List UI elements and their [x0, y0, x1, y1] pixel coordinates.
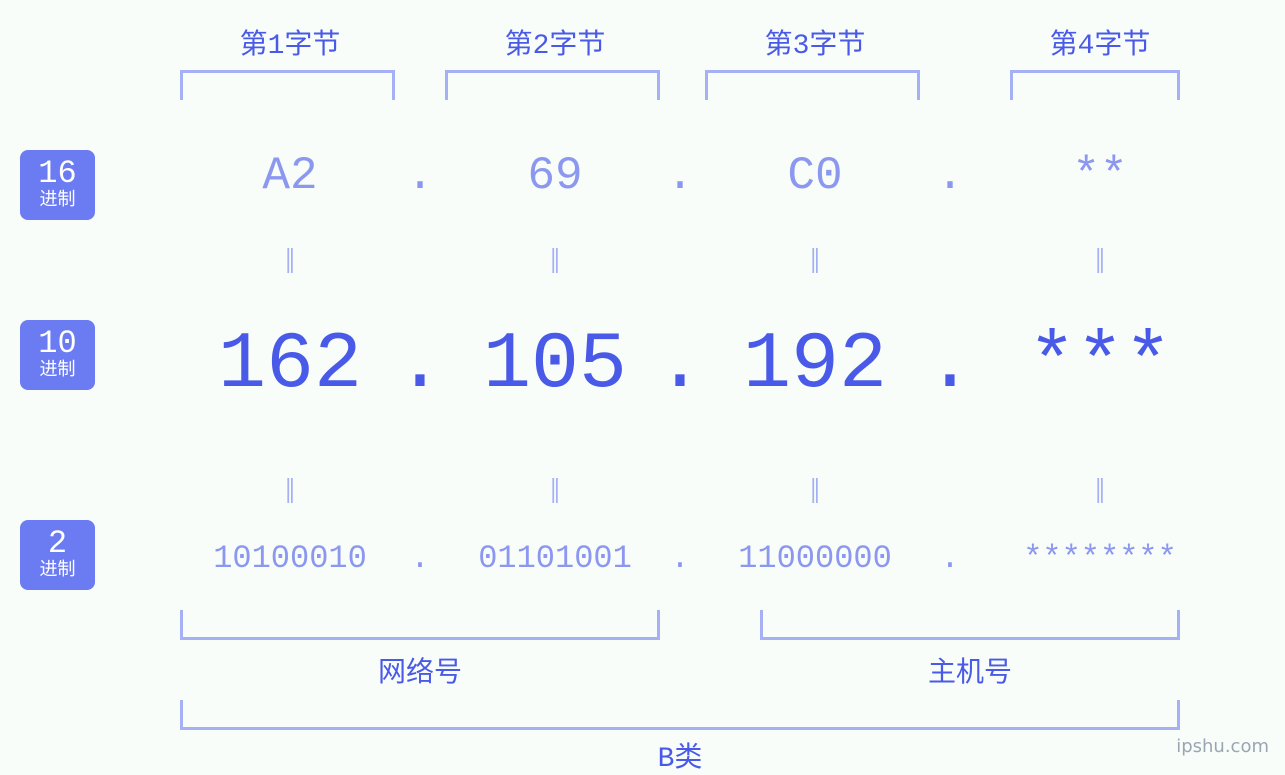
- dec-sep-2: .: [656, 320, 704, 411]
- dec-sep-3: .: [926, 320, 974, 411]
- hex-byte-2: 69: [527, 150, 582, 202]
- radix-badge-16: 16 进制: [20, 150, 95, 220]
- equals-bottom-4: ‖: [1095, 470, 1105, 514]
- byte-bracket-4: [1010, 70, 1180, 100]
- radix-badge-number: 16: [20, 158, 95, 190]
- hex-sep-2: .: [666, 150, 694, 202]
- byte-bracket-3: [705, 70, 920, 100]
- bin-sep-3: .: [940, 540, 959, 577]
- equals-top-4: ‖: [1095, 240, 1105, 284]
- hex-sep-1: .: [406, 150, 434, 202]
- radix-badge-number: 10: [20, 328, 95, 360]
- equals-bottom-3: ‖: [810, 470, 820, 514]
- radix-badge-label: 进制: [20, 562, 95, 580]
- bin-sep-1: .: [410, 540, 429, 577]
- equals-bottom-2: ‖: [550, 470, 560, 514]
- hex-sep-3: .: [936, 150, 964, 202]
- hex-byte-1: A2: [262, 150, 317, 202]
- bin-byte-2: 01101001: [478, 540, 632, 577]
- byte-header-3: 第3字节: [765, 22, 866, 62]
- network-label: 网络号: [378, 650, 462, 690]
- hex-byte-3: C0: [787, 150, 842, 202]
- equals-top-3: ‖: [810, 240, 820, 284]
- byte-bracket-2: [445, 70, 660, 100]
- watermark: ipshu.com: [1176, 736, 1269, 757]
- radix-badge-number: 2: [20, 528, 95, 560]
- dec-byte-3: 192: [743, 320, 887, 411]
- network-bracket: [180, 610, 660, 640]
- hex-byte-4: **: [1072, 150, 1127, 202]
- dec-byte-1: 162: [218, 320, 362, 411]
- byte-header-1: 第1字节: [240, 22, 341, 62]
- host-label: 主机号: [928, 650, 1012, 690]
- radix-badge-label: 进制: [20, 362, 95, 380]
- bin-byte-3: 11000000: [738, 540, 892, 577]
- bin-byte-1: 10100010: [213, 540, 367, 577]
- radix-badge-label: 进制: [20, 192, 95, 210]
- equals-bottom-1: ‖: [285, 470, 295, 514]
- radix-badge-10: 10 进制: [20, 320, 95, 390]
- byte-header-2: 第2字节: [505, 22, 606, 62]
- bin-byte-4: ********: [1023, 540, 1177, 577]
- bin-sep-2: .: [670, 540, 689, 577]
- dec-sep-1: .: [396, 320, 444, 411]
- dec-byte-4: ***: [1028, 320, 1172, 411]
- dec-byte-2: 105: [483, 320, 627, 411]
- host-bracket: [760, 610, 1180, 640]
- equals-top-1: ‖: [285, 240, 295, 284]
- byte-bracket-1: [180, 70, 395, 100]
- class-bracket: [180, 700, 1180, 730]
- class-label: B类: [658, 735, 703, 775]
- byte-header-4: 第4字节: [1050, 22, 1151, 62]
- equals-top-2: ‖: [550, 240, 560, 284]
- radix-badge-2: 2 进制: [20, 520, 95, 590]
